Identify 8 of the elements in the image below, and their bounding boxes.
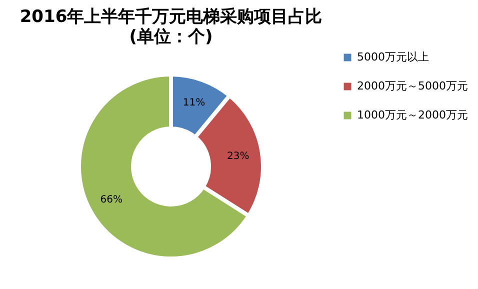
legend-label: 5000万元以上 — [357, 50, 429, 64]
chart-subtitle: (单位：个) — [129, 27, 213, 47]
legend-label: 1000万元～2000万元 — [357, 108, 468, 122]
data-label: 11% — [182, 98, 206, 109]
legend-label: 2000万元～5000万元 — [357, 80, 468, 92]
data-label: 23% — [227, 150, 250, 162]
chart-title: 2016年上半年千万元电梯采购项目占比 — [20, 7, 322, 27]
data-label: 66% — [100, 194, 123, 206]
